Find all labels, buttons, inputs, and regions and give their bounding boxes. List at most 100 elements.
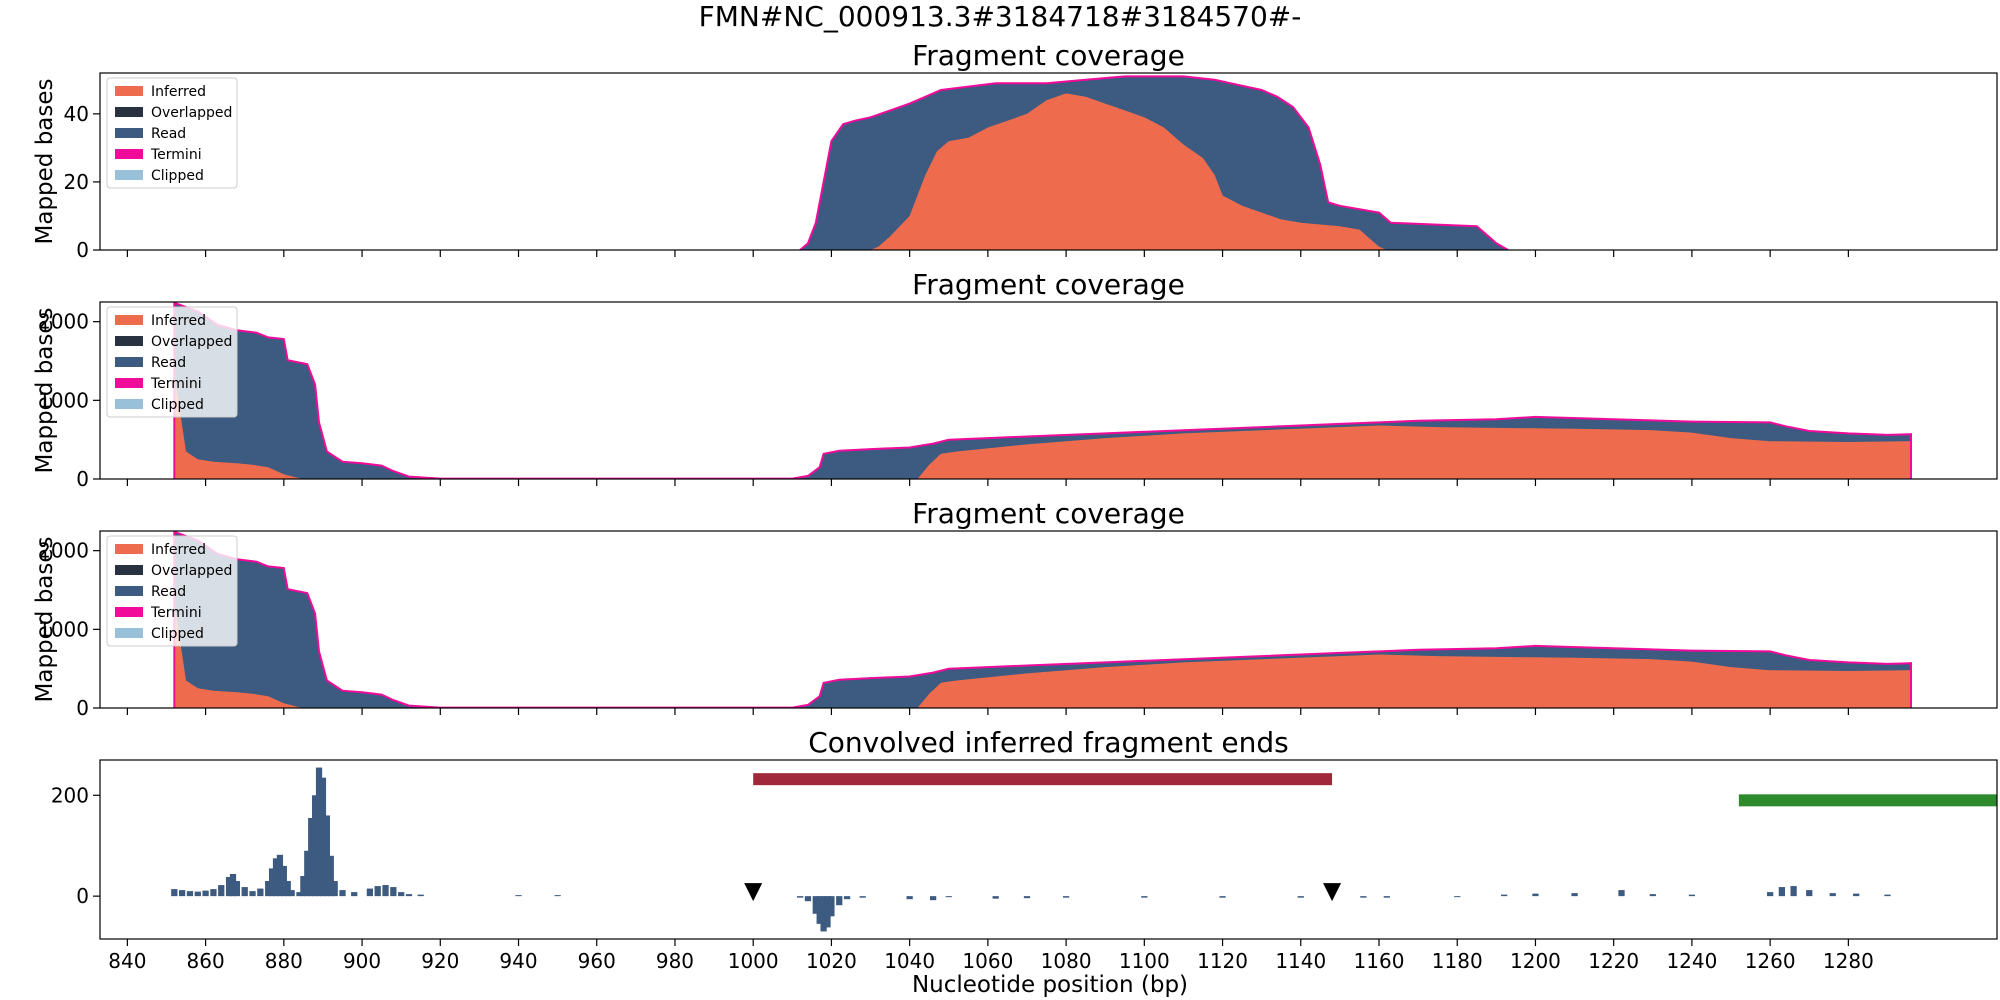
fragment-end-bar xyxy=(820,896,827,932)
fragment-end-bar xyxy=(398,892,405,897)
legend: Inferred Overlapped Read Termini Clipped xyxy=(106,535,238,647)
plot-area xyxy=(171,767,1997,932)
legend-swatch xyxy=(115,86,143,96)
x-tick-label: 1100 xyxy=(1119,949,1170,973)
fragment-end-bar xyxy=(804,896,812,902)
fragment-end-bar xyxy=(1571,893,1578,897)
legend-label: Inferred xyxy=(151,542,206,558)
legend-label: Termini xyxy=(150,147,202,163)
panel-4: Convolved inferred fragment ends 0 200 840 8… xyxy=(51,726,1998,973)
y-tick-label: 40 xyxy=(64,102,89,126)
panel-title: Fragment coverage xyxy=(912,497,1185,530)
fragment-end-bar xyxy=(1383,896,1390,898)
legend-swatch xyxy=(115,149,143,159)
fragment-end-bar xyxy=(859,896,866,898)
figure-suptitle: FMN#NC_000913.3#3184718#3184570#- xyxy=(699,0,1302,33)
x-tick-label: 960 xyxy=(578,949,616,973)
panel-title: Convolved inferred fragment ends xyxy=(808,726,1289,759)
fragment-end-bar xyxy=(229,873,237,897)
y-tick-label: 0 xyxy=(76,467,89,491)
panel-1: Fragment coverage Mapped bases 0 20 40 Inferr… xyxy=(32,39,1998,262)
y-tick-label: 0 xyxy=(76,238,89,262)
y-axis-label: Mapped bases xyxy=(32,307,58,473)
fragment-end-bar xyxy=(179,890,186,897)
fragment-end-bar xyxy=(327,855,334,897)
region-band xyxy=(1738,794,1997,807)
fragment-end-bar xyxy=(225,876,233,897)
y-tick-label: 0 xyxy=(76,884,89,908)
fragment-end-bar xyxy=(241,887,248,897)
plot-area xyxy=(173,302,1912,479)
fragment-end-bar xyxy=(288,890,295,897)
fragment-end-bar xyxy=(280,865,287,897)
inferred-area xyxy=(174,372,1911,479)
legend-label: Overlapped xyxy=(151,105,232,121)
fragment-end-bar xyxy=(906,896,913,900)
fragment-end-bar xyxy=(992,896,999,899)
legend-label: Clipped xyxy=(151,168,204,184)
legend-swatch xyxy=(115,357,143,367)
region-band xyxy=(753,773,1333,786)
x-tick-label: 940 xyxy=(499,949,537,973)
fragment-end-bar xyxy=(272,858,280,897)
inferred-area xyxy=(870,93,1387,250)
legend-swatch xyxy=(115,128,143,138)
x-tick-label: 1040 xyxy=(884,949,935,973)
legend: Inferred Overlapped Read Termini Clipped xyxy=(106,77,238,189)
fragment-end-bar xyxy=(1884,894,1891,897)
y-tick-label: 0 xyxy=(76,696,89,720)
panel-3: Fragment coverage Mapped bases 0 1000 2000 In… xyxy=(32,497,1998,720)
legend-swatch xyxy=(115,170,143,180)
fragment-end-bar xyxy=(210,889,217,897)
fragment-end-bar xyxy=(515,895,522,897)
fragment-end-bar xyxy=(1219,896,1226,898)
x-tick-label: 1140 xyxy=(1275,949,1326,973)
x-tick-label: 1080 xyxy=(1041,949,1092,973)
plot-area xyxy=(173,531,1912,708)
fragment-end-bar xyxy=(1501,894,1508,897)
legend-label: Read xyxy=(151,126,186,142)
fragment-end-bar xyxy=(233,881,241,897)
fragment-end-bar xyxy=(417,894,424,897)
axes-frame xyxy=(99,301,1998,480)
legend-label: Clipped xyxy=(151,626,204,642)
fragment-end-bar xyxy=(315,767,323,897)
x-axis-label: Nucleotide position (bp) xyxy=(912,972,1188,998)
fragment-end-bar xyxy=(257,888,264,897)
fragment-end-bar xyxy=(382,885,389,897)
fragment-end-bar xyxy=(351,892,358,897)
fragment-end-bar xyxy=(202,890,209,897)
fragment-end-bar xyxy=(1532,893,1539,897)
x-tick-label: 1060 xyxy=(962,949,1013,973)
x-tick-label: 1200 xyxy=(1510,949,1561,973)
fragment-end-bar xyxy=(194,891,201,897)
legend-label: Overlapped xyxy=(151,563,232,579)
fragment-end-bar xyxy=(331,881,338,897)
legend-swatch xyxy=(115,378,143,388)
fragment-end-bar xyxy=(300,875,307,897)
termini-edge xyxy=(173,302,1912,479)
y-tick-label: 2000 xyxy=(38,310,89,334)
legend-box xyxy=(106,306,238,418)
fragment-end-bar xyxy=(812,896,819,914)
fragment-end-bar xyxy=(284,881,291,897)
y-tick-label: 1000 xyxy=(38,388,89,412)
fragment-end-bar xyxy=(828,896,835,917)
legend-swatch xyxy=(115,399,143,409)
panel-title: Fragment coverage xyxy=(912,268,1185,301)
x-tick-label: 880 xyxy=(265,949,303,973)
y-tick-label: 2000 xyxy=(38,539,89,563)
legend-label: Inferred xyxy=(151,84,206,100)
x-tick-label: 840 xyxy=(108,949,146,973)
fragment-end-bar xyxy=(1649,894,1656,897)
legend-swatch xyxy=(115,315,143,325)
x-tick-label: 1220 xyxy=(1588,949,1639,973)
fragment-end-bar xyxy=(1853,893,1860,897)
fragment-end-bar xyxy=(319,777,327,897)
axes-frame xyxy=(99,759,1998,940)
x-tick-label: 1160 xyxy=(1354,949,1405,973)
inferred-area xyxy=(174,601,1911,708)
fragment-end-bar xyxy=(836,896,843,906)
boundary-marker xyxy=(744,883,763,902)
fragment-end-bar xyxy=(1023,896,1031,899)
